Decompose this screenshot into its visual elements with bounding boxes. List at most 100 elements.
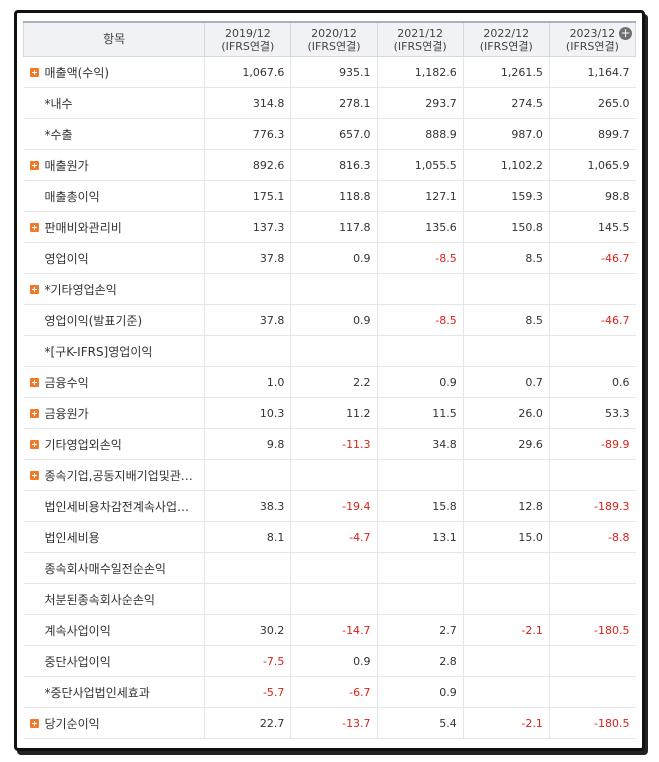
value-cell: 278.1 bbox=[290, 87, 378, 119]
value-cell bbox=[462, 335, 550, 367]
value-cell: 8.5 bbox=[462, 304, 550, 336]
row-label-cell[interactable]: 기타영업외손익 bbox=[23, 428, 205, 460]
value-cell bbox=[290, 459, 378, 491]
value-cell: 26.0 bbox=[462, 397, 550, 429]
value-cell bbox=[462, 273, 550, 305]
header-basis: (IFRS연결) bbox=[307, 39, 361, 53]
row-label-cell[interactable]: 종속기업,공동지배기업및관… bbox=[23, 459, 205, 491]
expand-plus-icon[interactable] bbox=[29, 160, 39, 170]
value-cell bbox=[204, 583, 291, 615]
table-row: *중단사업법인세효과 -5.7 -6.7 0.9 bbox=[23, 676, 636, 708]
value-cell bbox=[204, 335, 291, 367]
table-row: 처분된종속회사순손익 bbox=[23, 583, 636, 615]
value-cell: 816.3 bbox=[290, 149, 378, 181]
value-cell: -8.5 bbox=[376, 304, 464, 336]
row-label: 계속사업이익 bbox=[44, 623, 111, 638]
table-row: 계속사업이익 30.2 -14.7 2.7 -2.1 -180.5 bbox=[23, 614, 636, 646]
table-row: 법인세비용 8.1 -4.7 13.1 15.0 -8.8 bbox=[23, 521, 636, 553]
expand-plus-icon[interactable] bbox=[29, 408, 39, 418]
value-cell: -89.9 bbox=[548, 428, 636, 460]
value-cell: 13.1 bbox=[376, 521, 464, 553]
value-cell: 22.7 bbox=[204, 707, 291, 739]
value-cell: 0.9 bbox=[290, 242, 378, 274]
value-cell: 8.5 bbox=[462, 242, 550, 274]
table-row: *수출 776.3 657.0 888.9 987.0 899.7 bbox=[23, 118, 636, 150]
row-label-cell[interactable]: *기타영업손익 bbox=[23, 273, 205, 305]
header-row: 항목 2019/12 (IFRS연결) 2020/12 (IFRS연결) 202… bbox=[22, 21, 637, 57]
value-cell bbox=[290, 335, 378, 367]
row-label-cell[interactable]: 매출액(수익) bbox=[23, 56, 205, 88]
expand-plus-icon[interactable] bbox=[29, 377, 39, 387]
row-label-cell: *중단사업법인세효과 bbox=[23, 676, 205, 708]
value-cell bbox=[204, 459, 291, 491]
value-cell: 5.4 bbox=[376, 707, 464, 739]
value-cell bbox=[548, 676, 636, 708]
value-cell bbox=[462, 645, 550, 677]
table-row: 영업이익(발표기준) 37.8 0.9 -8.5 8.5 -46.7 bbox=[23, 304, 636, 336]
header-year: 2023/12 bbox=[569, 26, 616, 40]
table-row: 중단사업이익 -7.5 0.9 2.8 bbox=[23, 645, 636, 677]
value-cell bbox=[462, 459, 550, 491]
expand-plus-icon[interactable] bbox=[29, 439, 39, 449]
row-label-cell[interactable]: 금융수익 bbox=[23, 366, 205, 398]
row-label-cell[interactable]: 금융원가 bbox=[23, 397, 205, 429]
expand-plus-icon[interactable] bbox=[29, 284, 39, 294]
row-label-cell[interactable]: 판매비와관리비 bbox=[23, 211, 205, 243]
table-row: 금융수익 1.0 2.2 0.9 0.7 0.6 bbox=[23, 366, 636, 398]
table-row: 종속회사매수일전순손익 bbox=[23, 552, 636, 584]
expand-plus-icon[interactable] bbox=[29, 718, 39, 728]
value-cell bbox=[462, 552, 550, 584]
value-cell: -180.5 bbox=[548, 707, 636, 739]
value-cell: 11.5 bbox=[376, 397, 464, 429]
table-row: *[구K-IFRS]영업이익 bbox=[23, 335, 636, 367]
header-basis: (IFRS연결) bbox=[221, 39, 275, 53]
header-basis: (IFRS연결) bbox=[479, 39, 533, 53]
value-cell: 12.8 bbox=[462, 490, 550, 522]
table-row: 법인세비용차감전계속사업… 38.3 -19.4 15.8 12.8 -189.3 bbox=[23, 490, 636, 522]
value-cell: 34.8 bbox=[376, 428, 464, 460]
expand-plus-icon[interactable] bbox=[29, 470, 39, 480]
value-cell bbox=[290, 583, 378, 615]
financial-table-frame: 항목 2019/12 (IFRS연결) 2020/12 (IFRS연결) 202… bbox=[14, 10, 645, 751]
value-cell: 888.9 bbox=[376, 118, 464, 150]
value-cell bbox=[376, 552, 464, 584]
value-cell: 9.8 bbox=[204, 428, 291, 460]
row-label: *수출 bbox=[44, 127, 73, 142]
value-cell: 0.7 bbox=[462, 366, 550, 398]
table-body: 매출액(수익) 1,067.6 935.1 1,182.6 1,261.5 1,164.7… bbox=[23, 56, 636, 739]
value-cell bbox=[376, 459, 464, 491]
value-cell bbox=[376, 335, 464, 367]
row-label-cell: 법인세비용차감전계속사업… bbox=[23, 490, 205, 522]
expand-plus-icon[interactable] bbox=[29, 222, 39, 232]
table-row: 판매비와관리비 137.3 117.8 135.6 150.8 145.5 bbox=[23, 211, 636, 243]
header-basis: (IFRS연결) bbox=[565, 39, 619, 53]
row-label-cell[interactable]: 당기순이익 bbox=[23, 707, 205, 739]
value-cell: 1,067.6 bbox=[204, 56, 291, 88]
row-label: 영업이익 bbox=[44, 251, 89, 266]
value-cell bbox=[204, 552, 291, 584]
table-row: 영업이익 37.8 0.9 -8.5 8.5 -46.7 bbox=[23, 242, 636, 274]
value-cell: 0.6 bbox=[548, 366, 636, 398]
value-cell: 15.0 bbox=[462, 521, 550, 553]
plus-circle-icon[interactable]: + bbox=[619, 26, 632, 40]
value-cell bbox=[548, 335, 636, 367]
expand-plus-icon[interactable] bbox=[29, 67, 39, 77]
header-year: 2020/12 bbox=[311, 26, 357, 40]
value-cell: -11.3 bbox=[290, 428, 378, 460]
value-cell: -13.7 bbox=[290, 707, 378, 739]
row-label-cell: 매출총이익 bbox=[23, 180, 205, 212]
value-cell: 10.3 bbox=[204, 397, 291, 429]
value-cell: 293.7 bbox=[376, 87, 464, 119]
row-label-cell[interactable]: 매출원가 bbox=[23, 149, 205, 181]
value-cell: -8.5 bbox=[376, 242, 464, 274]
row-label-cell: 계속사업이익 bbox=[23, 614, 205, 646]
header-year: 2022/12 bbox=[483, 26, 530, 40]
row-label: 매출원가 bbox=[44, 158, 89, 173]
value-cell bbox=[548, 459, 636, 491]
header-item: 항목 bbox=[22, 21, 206, 57]
value-cell bbox=[376, 273, 464, 305]
value-cell: 127.1 bbox=[376, 180, 464, 212]
row-label: 기타영업외손익 bbox=[44, 437, 122, 452]
table-row: *내수 314.8 278.1 293.7 274.5 265.0 bbox=[23, 87, 636, 119]
table-row: 매출총이익 175.1 118.8 127.1 159.3 98.8 bbox=[23, 180, 636, 212]
